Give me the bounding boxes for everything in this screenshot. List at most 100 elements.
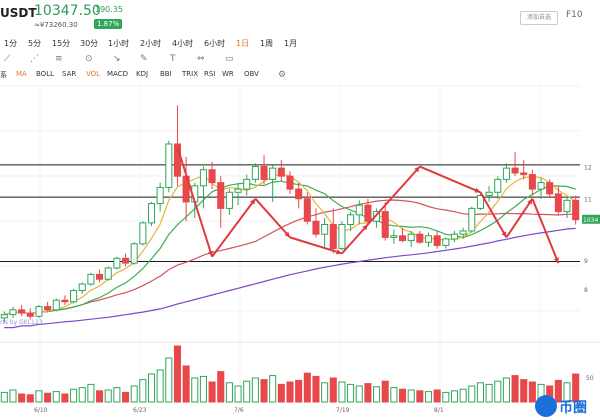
- volume-bar: [225, 382, 233, 403]
- volume-bar: [295, 379, 303, 403]
- indicator-ma[interactable]: MA: [16, 70, 27, 78]
- volume-bar: [563, 382, 571, 403]
- volume-bar: [373, 386, 381, 403]
- tab-timeframe-8[interactable]: 1日: [236, 39, 250, 48]
- volume-bar: [502, 377, 510, 403]
- candle-body: [528, 174, 536, 190]
- percent-badge: 1.87%: [94, 19, 123, 29]
- price-chart[interactable]: 12111034981034rts by GKL123506/106/237/6…: [0, 84, 600, 420]
- volume-bar: [182, 365, 190, 403]
- x-axis-label: 8/1: [434, 407, 444, 414]
- volume-bar: [485, 383, 493, 403]
- tab-timeframe-9[interactable]: 1周: [260, 39, 274, 48]
- volume-bar: [424, 391, 433, 403]
- volume-bar: [87, 383, 95, 403]
- indicator-vol[interactable]: VOL: [86, 70, 101, 78]
- volume-bar: [269, 375, 277, 403]
- candle-body: [44, 306, 52, 311]
- candle-body: [321, 223, 329, 235]
- candle-body: [416, 233, 424, 243]
- tab-timeframe-5[interactable]: 2小时: [140, 39, 162, 48]
- candle-body: [260, 166, 268, 180]
- last-price-tag: [582, 214, 600, 224]
- trend-arrow-segment: [505, 198, 534, 238]
- indicator-系[interactable]: 系: [0, 71, 7, 79]
- indicator-obv[interactable]: OBV: [244, 70, 259, 78]
- text-tool-icon[interactable]: T: [170, 54, 176, 64]
- volume-bar: [156, 369, 164, 403]
- ma30-line: [4, 199, 576, 316]
- candle-body: [572, 199, 580, 221]
- candle-body: [502, 167, 510, 180]
- volume-axis-label: 50: [586, 375, 594, 382]
- indicator-kdj[interactable]: KDJ: [136, 70, 149, 78]
- more-tools-icon[interactable]: ▭: [225, 54, 234, 64]
- volume-bar: [121, 391, 130, 403]
- circle-tool-icon[interactable]: ⊙: [85, 54, 93, 64]
- add-watchlist-button[interactable]: 添加自选: [520, 11, 558, 25]
- tab-timeframe-7[interactable]: 6小时: [204, 39, 226, 48]
- candle-body: [303, 198, 311, 222]
- indicator-sar[interactable]: SAR: [62, 70, 77, 78]
- tab-timeframe-1[interactable]: 5分: [28, 39, 42, 48]
- candle-body: [61, 299, 69, 303]
- volume-bar: [416, 390, 424, 403]
- tab-timeframe-6[interactable]: 4小时: [172, 39, 194, 48]
- indicator-bbi[interactable]: BBI: [160, 70, 172, 78]
- candle-body: [156, 186, 164, 205]
- drawing-toolbar: ⟋ ⋰ ≡ ⊙ ↘ ✎ T ⇔ ▭: [0, 54, 300, 66]
- candle-body: [312, 220, 320, 235]
- line-tool-icon[interactable]: ⟋: [4, 54, 11, 64]
- volume-bar: [520, 379, 528, 403]
- volume-bar: [234, 385, 242, 403]
- measure-tool-icon[interactable]: ⇔: [197, 54, 205, 64]
- indicator-macd[interactable]: MACD: [107, 70, 128, 78]
- f10-button[interactable]: F10: [566, 10, 583, 20]
- candle-body: [199, 169, 207, 187]
- tab-timeframe-2[interactable]: 15分: [52, 39, 71, 48]
- symbol-label: USDT: [0, 6, 37, 20]
- volume-bar: [468, 385, 476, 403]
- volume-bar: [433, 389, 441, 403]
- tab-timeframe-4[interactable]: 1小时: [108, 39, 130, 48]
- trend-arrow-segment: [176, 146, 214, 258]
- gear-icon[interactable]: ⚙: [278, 70, 287, 80]
- candle-body: [139, 222, 147, 245]
- volume-bar: [364, 383, 372, 403]
- trend-arrow-segment: [531, 198, 560, 264]
- volume-bar: [113, 387, 121, 403]
- candle-body: [147, 203, 156, 224]
- candle-body: [243, 178, 251, 190]
- volume-bar: [18, 393, 26, 403]
- volume-bar: [459, 388, 467, 403]
- multiline-tool-icon[interactable]: ⋰: [30, 54, 39, 64]
- trend-arrow-segment: [367, 165, 421, 226]
- watermark-text: rts by GKL123: [0, 319, 43, 326]
- candle-body: [424, 235, 433, 243]
- brand-logo-icon: [535, 395, 557, 417]
- indicator-wr[interactable]: WR: [222, 70, 234, 78]
- trend-arrow-segment: [254, 198, 291, 239]
- volume-bar: [260, 379, 268, 403]
- arrow-tool-icon[interactable]: ↘: [113, 54, 121, 64]
- indicator-boll[interactable]: BOLL: [36, 70, 54, 78]
- cny-price: ≈¥73260.30: [34, 21, 78, 29]
- candle-body: [18, 309, 26, 314]
- trend-arrow-segment: [341, 223, 369, 255]
- arrow-head: [474, 187, 481, 193]
- volume-bar: [347, 383, 355, 403]
- volume-bar: [450, 390, 459, 403]
- indicator-trix[interactable]: TRIX: [182, 70, 198, 78]
- indicator-rsi[interactable]: RSI: [204, 70, 216, 78]
- ma10-line: [4, 180, 576, 316]
- tab-timeframe-3[interactable]: 30分: [80, 39, 99, 48]
- fib-tool-icon[interactable]: ≡: [55, 54, 63, 64]
- brush-tool-icon[interactable]: ✎: [140, 54, 148, 64]
- candle-body: [459, 230, 467, 235]
- trend-arrow-segment: [289, 236, 343, 255]
- ticker-header: USDT 10347.50 190.35 ≈¥73260.30 1.87% 添加…: [0, 0, 600, 32]
- tab-timeframe-0[interactable]: 1分: [4, 39, 18, 48]
- tab-timeframe-10[interactable]: 1月: [284, 39, 298, 48]
- candle-body: [468, 207, 476, 232]
- volume-bar: [217, 371, 225, 403]
